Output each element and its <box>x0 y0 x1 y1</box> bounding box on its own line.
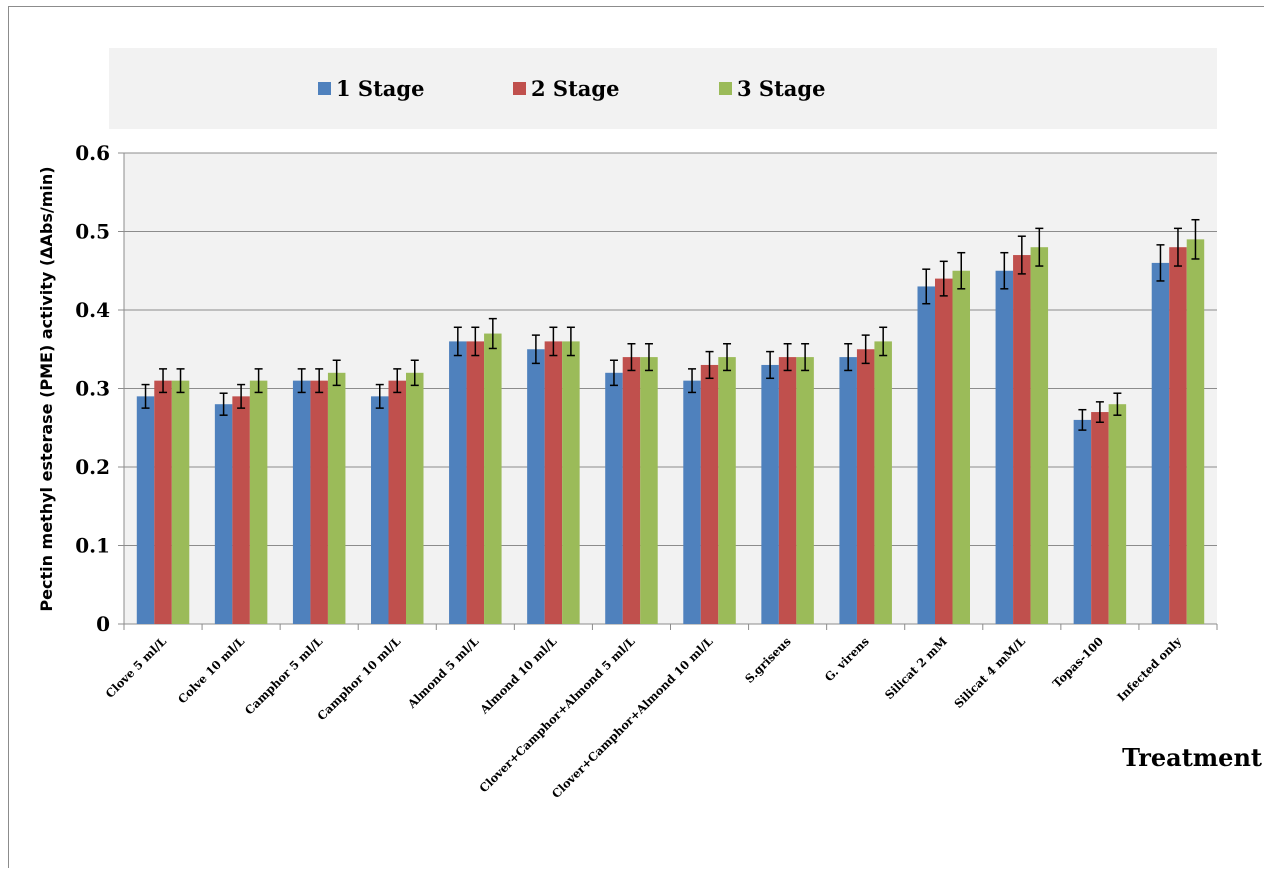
y-tick-label: 0.5 <box>75 220 110 244</box>
bar <box>1073 419 1092 624</box>
legend-label: 2 Stage <box>531 76 619 101</box>
bar <box>484 333 502 624</box>
bar <box>917 286 935 624</box>
y-tick-label: 0.3 <box>75 377 110 401</box>
x-tick-label: Silicat 2 mM <box>882 634 950 702</box>
bar <box>1186 239 1205 624</box>
bar <box>388 380 406 624</box>
bar <box>761 364 779 624</box>
bar <box>544 341 563 624</box>
legend-label: 1 Stage <box>336 76 424 101</box>
bar <box>1108 404 1127 624</box>
x-tick-label: Almond 10 ml/L <box>477 634 560 717</box>
x-tick-label: Clover+Camphor+Almond 10 ml/L <box>549 634 716 801</box>
chart-frame <box>8 6 1264 868</box>
bar <box>1091 412 1109 624</box>
error-bars <box>141 218 1200 431</box>
bar <box>136 396 155 624</box>
y-tick-label: 0.1 <box>75 534 110 558</box>
bar <box>640 357 658 624</box>
y-axis-ticks: 0 0.1 0.2 0.3 0.4 0.5 0.6 <box>75 141 110 636</box>
bar <box>935 278 953 624</box>
x-axis-label: Treatment <box>1122 743 1262 772</box>
x-tick-label: Silicat 4 mM/L <box>951 634 1028 711</box>
bar <box>683 380 701 624</box>
bar <box>796 357 814 624</box>
bar <box>214 404 233 624</box>
bar <box>249 380 268 624</box>
x-tick-label: Topas-100 <box>1050 634 1106 690</box>
x-tick-label: S.griseus <box>742 634 794 686</box>
x-tick-label: Infected only <box>1114 634 1184 704</box>
bar <box>171 380 190 624</box>
y-tick-label: 0.4 <box>75 298 110 322</box>
legend-label: 3 Stage <box>737 76 825 101</box>
bar <box>1169 247 1187 624</box>
bar <box>371 396 389 624</box>
bars <box>136 239 1205 625</box>
bar <box>232 396 250 624</box>
bar <box>292 380 311 624</box>
bar <box>527 349 545 624</box>
bar <box>700 364 719 624</box>
bar <box>154 380 172 624</box>
x-tick-label: Camphor 5 ml/L <box>242 634 325 717</box>
bar <box>449 341 467 624</box>
bar <box>1151 262 1170 624</box>
bar <box>310 380 328 624</box>
bar <box>1013 255 1031 625</box>
bar <box>622 357 641 624</box>
y-tick-label: 0.2 <box>75 455 110 479</box>
bar <box>839 357 857 624</box>
bar <box>952 270 970 624</box>
x-tick-label: Clover+Camphor+Almond 5 ml/L <box>477 634 638 795</box>
bar <box>995 270 1014 624</box>
bar <box>406 372 424 624</box>
bar <box>562 341 580 624</box>
legend: 1 Stage 2 Stage 3 Stage <box>318 76 825 101</box>
y-tick-label: 0.6 <box>75 141 110 165</box>
bar <box>874 341 892 624</box>
bar <box>718 357 736 624</box>
bar <box>778 357 797 624</box>
x-tick-label: Camphor 10 ml/L <box>314 634 403 723</box>
legend-swatch <box>318 82 331 95</box>
x-tick-label: Colve 10 ml/L <box>175 634 247 706</box>
legend-swatch <box>513 82 526 95</box>
y-axis-label: Pectin methyl esterase (PME) activity (Δ… <box>37 166 56 611</box>
legend-swatch <box>719 82 732 95</box>
x-tick-label: Clove 5 ml/L <box>103 634 169 700</box>
bar <box>466 341 485 624</box>
bar <box>856 349 875 624</box>
legend-box <box>109 48 1217 129</box>
bar <box>327 372 346 624</box>
x-tick-label: Almond 5 ml/L <box>404 634 481 711</box>
y-tick-label: 0 <box>96 612 110 636</box>
x-tick-label: G. virens <box>822 634 872 684</box>
bar <box>605 372 623 624</box>
bar <box>1030 247 1049 624</box>
